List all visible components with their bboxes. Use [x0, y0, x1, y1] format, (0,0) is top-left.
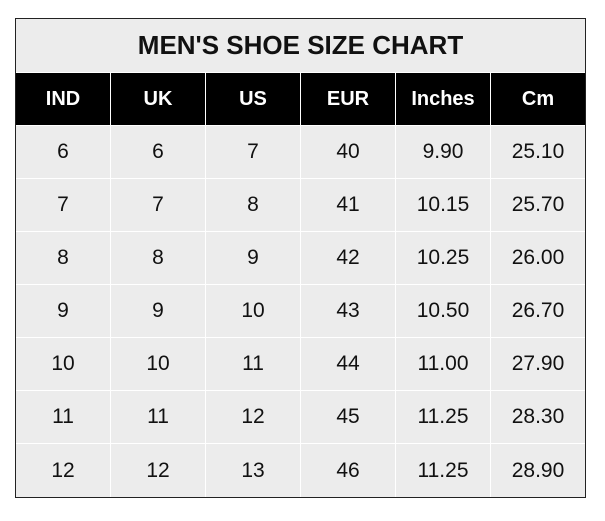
header-eur: EUR — [301, 73, 396, 126]
cell-inches: 9.90 — [396, 126, 491, 179]
cell-cm: 28.90 — [511, 458, 565, 482]
cell-eur: 42 — [301, 232, 396, 285]
cell-inches: 11.00 — [396, 338, 491, 391]
cell-cm: 28.30 — [491, 391, 585, 444]
cell-ind: 9 — [16, 285, 111, 338]
cell-us: 9 — [206, 232, 301, 285]
cell-uk: 6 — [111, 126, 206, 179]
cell-uk: 9 — [111, 285, 206, 338]
cell-us: 7 — [206, 126, 301, 179]
table-title: MEN'S SHOE SIZE CHART — [16, 19, 585, 73]
cell-eur: 40 — [301, 126, 396, 179]
cell-eur: 44 — [301, 338, 396, 391]
cell-inches: 10.25 — [396, 232, 491, 285]
cell-uk: 12 — [111, 444, 206, 497]
cell-us: 12 — [206, 391, 301, 444]
cell-cm: 26.00 — [491, 232, 585, 285]
header-us: US — [206, 73, 301, 126]
cell-uk: 11 — [111, 391, 206, 444]
cell-cm: 25.70 — [491, 179, 585, 232]
cell-us: 13 — [206, 444, 301, 497]
table-row: 12 12 13 46 11.25 28.90 — [16, 444, 585, 497]
cell-inches: 11.25 — [396, 444, 491, 497]
cell-us: 10 — [206, 285, 301, 338]
cell-ind: 10 — [16, 338, 111, 391]
table-row: 7 7 8 41 10.15 25.70 — [16, 179, 585, 232]
cell-uk: 10 — [111, 338, 206, 391]
shoe-size-table: MEN'S SHOE SIZE CHART IND UK US EUR Inch… — [15, 18, 586, 498]
cell-us: 11 — [206, 338, 301, 391]
cell-ind: 7 — [16, 179, 111, 232]
cell-eur: 46 — [301, 444, 396, 497]
header-row: IND UK US EUR Inches Cm — [16, 73, 585, 126]
cell-uk: 7 — [111, 179, 206, 232]
cell-ind: 8 — [16, 232, 111, 285]
cell-uk: 8 — [111, 232, 206, 285]
cell-inches: 10.15 — [396, 179, 491, 232]
cell-eur: 43 — [301, 285, 396, 338]
cell-cm: 26.70 — [491, 285, 585, 338]
header-ind: IND — [16, 73, 111, 126]
cell-ind: 6 — [16, 126, 111, 179]
cell-us: 8 — [206, 179, 301, 232]
cell-inches: 11.25 — [396, 391, 491, 444]
header-inches: Inches — [396, 73, 491, 126]
cell-eur: 41 — [301, 179, 396, 232]
table-body: 6 6 7 40 9.90 25.10 7 7 8 41 10.15 25.70 8 8 9 42 10.25 2… — [16, 126, 585, 497]
table-row: 9 9 10 43 10.50 26.70 — [16, 285, 585, 338]
table-row: 8 8 9 42 10.25 26.00 — [16, 232, 585, 285]
cell-cm: 27.90 — [491, 338, 585, 391]
table-row: 10 10 11 44 11.00 27.90 — [16, 338, 585, 391]
header-uk: UK — [111, 73, 206, 126]
table-row: 11 11 12 45 11.25 28.30 — [16, 391, 585, 444]
header-cm: Cm — [491, 73, 585, 126]
table-row: 6 6 7 40 9.90 25.10 — [16, 126, 585, 179]
cell-ind: 12 — [16, 444, 111, 497]
cell-cm: 25.10 — [491, 126, 585, 179]
cell-ind: 11 — [16, 391, 111, 444]
cell-inches: 10.50 — [396, 285, 491, 338]
cell-eur: 45 — [301, 391, 396, 444]
